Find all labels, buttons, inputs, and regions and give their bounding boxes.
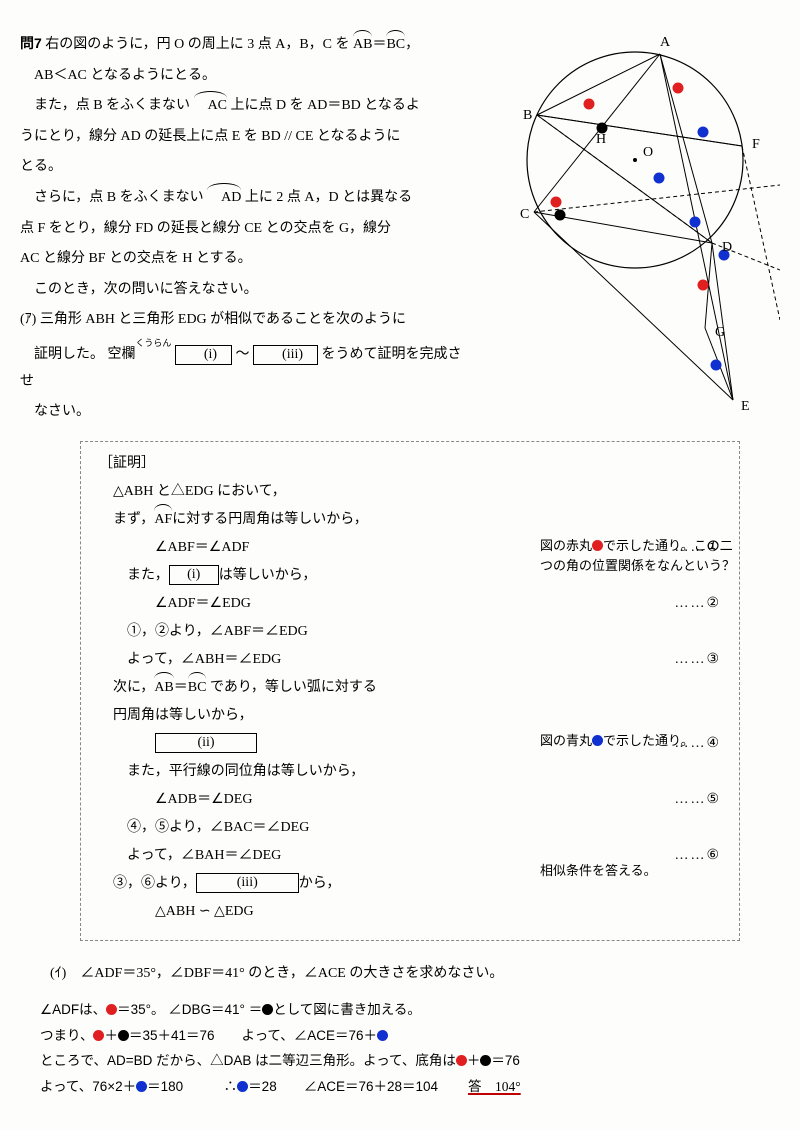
geometry-diagram: A B C D E F G H O — [490, 30, 780, 431]
svg-text:A: A — [660, 35, 671, 50]
proof-l5: ∠ADF＝∠EDG — [99, 590, 251, 618]
num-5: ……⑤ — [674, 786, 721, 814]
proof-l6: ①，②より，∠ABF＝∠EDG — [99, 618, 721, 646]
svg-text:O: O — [643, 145, 653, 160]
red-dot-icon — [592, 540, 603, 551]
side-note-3: 相似条件を答える。 — [540, 861, 657, 882]
blue-dot-icon — [136, 1081, 147, 1092]
svg-text:G: G — [715, 325, 725, 340]
proof-l14: よって，∠BAH＝∠DEG — [99, 842, 281, 870]
problem-line-3: うにとり，線分 AD の延長上に点 E を BD // CE となるように — [20, 124, 470, 151]
svg-text:H: H — [596, 132, 606, 147]
black-dot-icon — [480, 1055, 491, 1066]
tilde: ～ — [236, 347, 250, 362]
blank-box-i: (i) — [175, 345, 232, 365]
blue-dot-icon — [592, 735, 603, 746]
svg-text:C: C — [520, 207, 529, 222]
problem-statement: 問7 右の図のように，円 O の周上に 3 点 A，B，C を AB＝BC， A… — [20, 30, 480, 431]
part-a-label: (ｱ) — [20, 312, 36, 327]
problem-number: 問7 — [20, 35, 42, 51]
num-3: ……③ — [674, 646, 721, 674]
problem-line-2: また，点 B をふくまない AC 上に点 D を AD＝BD となるよ — [20, 93, 470, 120]
black-dot-icon — [118, 1030, 129, 1041]
proof-title: ［証明］ — [99, 450, 721, 478]
proof-l1: △ABH と△EDG において， — [99, 478, 721, 506]
problem-line-5: さらに，点 B をふくまない AD 上に 2 点 A，D とは異なる — [20, 185, 470, 212]
num-6: ……⑥ — [674, 842, 721, 870]
problem-line-4: とる。 — [20, 154, 470, 181]
proof-l8: 次に，AB＝BC であり，等しい弧に対する — [99, 674, 721, 702]
problem-line-0: 右の図のように，円 O の周上に 3 点 A，B，C を AB＝BC， — [45, 37, 419, 52]
proof-l16: △ABH ∽ △EDG — [99, 898, 721, 926]
blank-iii-inline: (iii) — [196, 873, 299, 893]
problem-line-1: AB＜AC となるようにとる。 — [20, 63, 470, 90]
part-a-text-3: なさい。 — [20, 399, 470, 426]
proof-l3: ∠ABF＝∠ADF — [99, 534, 249, 562]
part-b: (ｲ) ∠ADF＝35°，∠DBF＝41° のとき，∠ACE の大きさを求めなさ… — [50, 961, 780, 988]
proof-l13: ④，⑤より，∠BAC＝∠DEG — [99, 814, 721, 842]
part-a-text-2-pre: 証明した。 — [34, 347, 104, 362]
svg-text:F: F — [752, 137, 760, 152]
svg-text:B: B — [523, 108, 532, 123]
side-note-2: 図の青丸で示した通り。 — [540, 731, 694, 752]
blank-box-iii: (iii) — [253, 345, 318, 365]
proof-l7: よって，∠ABH＝∠EDG — [99, 646, 281, 674]
solution-text: ∠ADFは、＝35°。 ∠DBG＝41° ＝として図に書き加える。 つまり、＋＝… — [40, 997, 780, 1100]
proof-l10: (ii) — [99, 730, 257, 758]
final-answer: 答 104° — [468, 1079, 521, 1094]
problem-line-8: このとき，次の問いに答えなさい。 — [20, 277, 470, 304]
black-dot-icon — [262, 1004, 273, 1015]
part-a-text-1: 三角形 ABH と三角形 EDG が相似であることを次のように — [40, 312, 406, 327]
svg-text:D: D — [722, 240, 732, 255]
proof-l9: 円周角は等しいから， — [99, 702, 721, 730]
ruby-kuuran: 空欄くうらん — [108, 338, 172, 362]
blue-dot-icon — [237, 1081, 248, 1092]
proof-l11: また，平行線の同位角は等しいから， — [99, 758, 721, 786]
side-note-1: 図の赤丸で示した通り。この二 つの角の位置関係をなんという？ — [540, 536, 735, 578]
svg-text:E: E — [741, 399, 750, 414]
problem-line-6: 点 F をとり，線分 FD の延長と線分 CE との交点を G，線分 — [20, 216, 470, 243]
num-2: ……② — [674, 590, 721, 618]
proof-l12: ∠ADB＝∠DEG — [99, 786, 252, 814]
red-dot-icon — [456, 1055, 467, 1066]
red-dot-icon — [106, 1004, 117, 1015]
blank-i-inline: (i) — [169, 565, 219, 585]
proof-l2: まず，AFに対する円周角は等しいから， — [99, 506, 721, 534]
blue-dot-icon — [377, 1030, 388, 1041]
problem-line-7: AC と線分 BF との交点を H とする。 — [20, 246, 470, 273]
red-dot-icon — [93, 1030, 104, 1041]
